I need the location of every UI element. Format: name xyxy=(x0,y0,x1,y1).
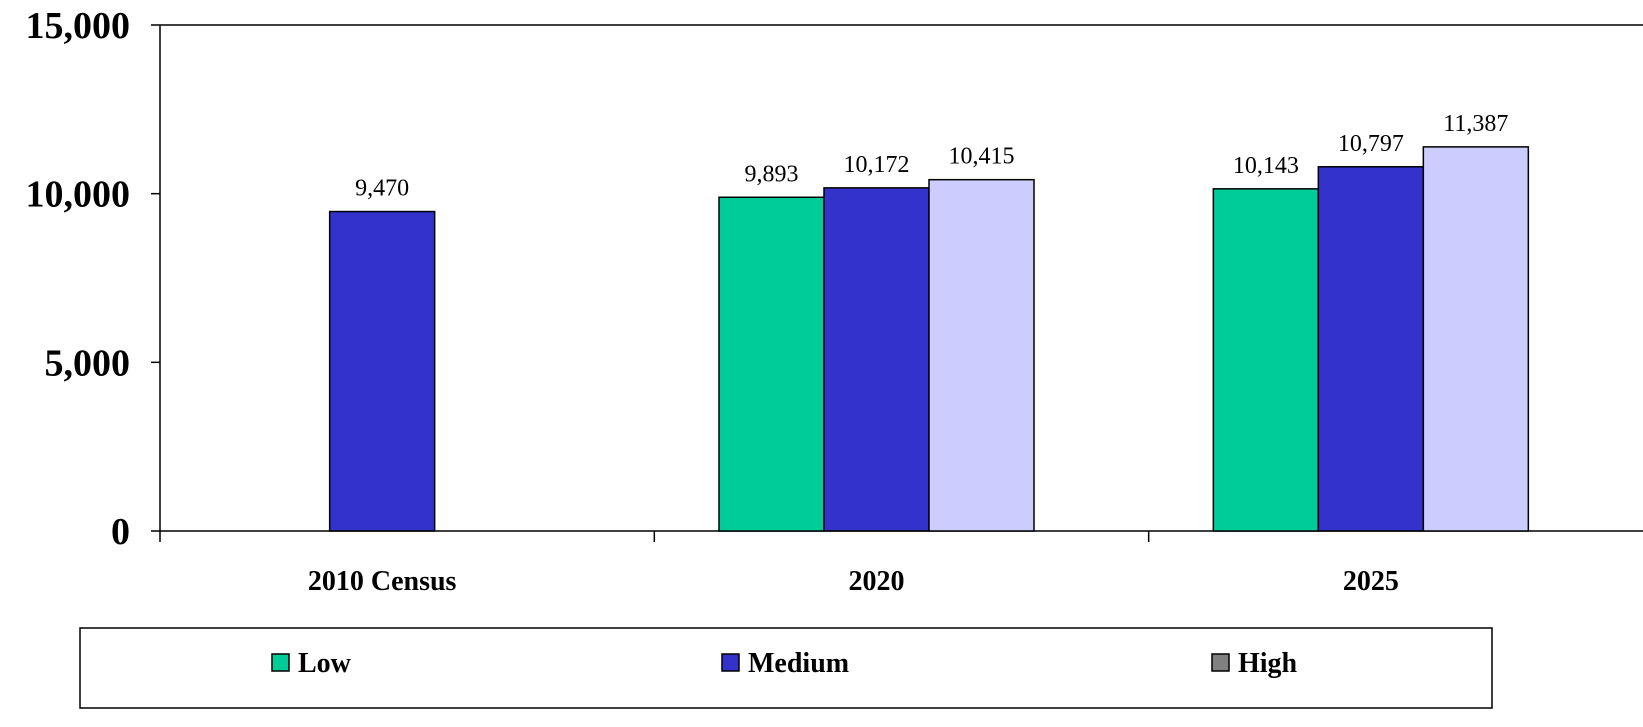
legend-label-high: High xyxy=(1238,648,1298,679)
x-category-label: 2025 xyxy=(1343,566,1399,597)
bars: 9,470 9,893 10,172 10,415 10,143 10,797 11,387 xyxy=(328,111,1530,532)
bar-high xyxy=(928,178,1035,532)
legend-label-medium: Medium xyxy=(748,648,849,679)
data-label: 9,893 xyxy=(745,161,799,187)
bar-low xyxy=(1212,188,1320,532)
x-category-label: 2010 Census xyxy=(308,566,457,597)
data-label: 10,797 xyxy=(1338,131,1404,157)
legend: Low Medium High xyxy=(79,627,1493,709)
x-category-label: 2020 xyxy=(849,566,905,597)
legend-swatch-medium xyxy=(721,653,740,672)
y-tick-label: 15,000 xyxy=(26,5,131,47)
legend-box xyxy=(79,627,1493,709)
y-tick-label: 0 xyxy=(111,511,130,553)
bar-medium xyxy=(823,187,930,532)
data-label: 9,470 xyxy=(355,176,409,202)
bar-medium xyxy=(1317,166,1425,532)
y-tick-label: 10,000 xyxy=(26,174,131,216)
data-label: 10,415 xyxy=(949,144,1015,170)
data-label: 11,387 xyxy=(1443,111,1508,137)
legend-swatch-low xyxy=(271,653,290,672)
bar-low xyxy=(718,196,825,532)
data-label: 10,172 xyxy=(844,152,910,178)
bar-high xyxy=(1422,146,1530,532)
legend-label-low: Low xyxy=(298,648,352,679)
data-label: 10,143 xyxy=(1233,153,1299,179)
legend-swatch-high xyxy=(1211,653,1230,672)
bar-medium xyxy=(328,210,436,532)
y-tick-label: 5,000 xyxy=(45,342,131,384)
axes: 0 5,000 10,000 15,000 2010 Census 2020 2025 xyxy=(26,5,1643,597)
